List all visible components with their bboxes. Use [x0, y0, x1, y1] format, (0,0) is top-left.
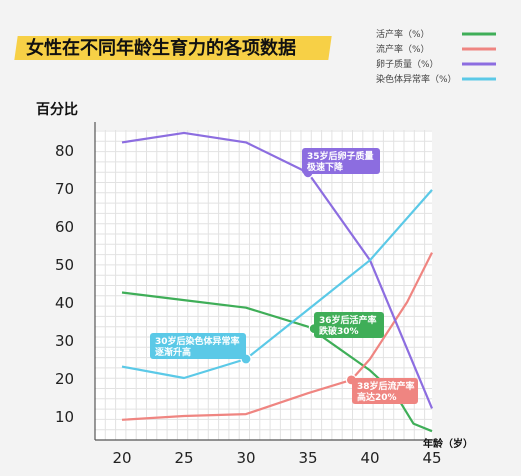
x-tick-label: 20: [112, 449, 131, 467]
x-tick-label: 30: [236, 449, 255, 467]
series-line-3: [121, 189, 433, 380]
y-tick-label: 50: [55, 256, 74, 274]
legend-label: 流产率（%）: [376, 43, 430, 55]
legend: 活产率（%） 流产率（%） 卵子质量（%） 染色体异常率（%）: [376, 28, 496, 85]
series-line-1: [121, 252, 433, 421]
y-tick-label: 30: [55, 332, 74, 350]
series-line-2: [121, 131, 434, 409]
y-tick-label: 20: [55, 370, 74, 388]
x-tick-label: 35: [298, 449, 317, 467]
annotation-box: [314, 312, 384, 338]
legend-label: 活产率（%）: [376, 28, 430, 40]
annotation-text: 38岁后流产率: [357, 380, 415, 392]
x-axis-label: 年龄（岁）: [423, 437, 473, 450]
annotation-text: 极速下降: [307, 161, 344, 173]
y-tick-label: 60: [55, 218, 74, 236]
chart-title: 女性在不同年龄生育力的各项数据: [26, 38, 296, 59]
annotation-text: 逐渐升高: [155, 346, 191, 358]
x-tick-label: 25: [174, 449, 193, 467]
legend-label: 染色体异常率（%）: [376, 73, 457, 85]
y-tick-label: 10: [55, 408, 74, 426]
series-lines: [121, 131, 434, 433]
series-line-0: [121, 291, 433, 433]
annotation-text: 高达20%: [357, 391, 397, 403]
y-axis-label: 百分比: [36, 101, 78, 118]
annotation-text: 35岁后卵子质量: [307, 150, 374, 162]
y-tick-label: 70: [55, 180, 74, 198]
annotation-box: [150, 333, 246, 359]
chart-title-banner: 女性在不同年龄生育力的各项数据: [14, 32, 332, 62]
annotation-text: 30岁后染色体异常率: [155, 335, 240, 347]
y-tick-label: 40: [55, 294, 74, 312]
annotation-box: [302, 148, 380, 174]
annotation-text: 36岁后活产率: [319, 314, 377, 326]
y-tick-label: 80: [55, 142, 74, 160]
annotation-text: 跌破30%: [319, 325, 359, 337]
x-tick-label: 45: [422, 449, 441, 467]
x-tick-label: 40: [360, 449, 379, 467]
annotation-box: [352, 378, 418, 404]
legend-label: 卵子质量（%）: [376, 58, 439, 70]
